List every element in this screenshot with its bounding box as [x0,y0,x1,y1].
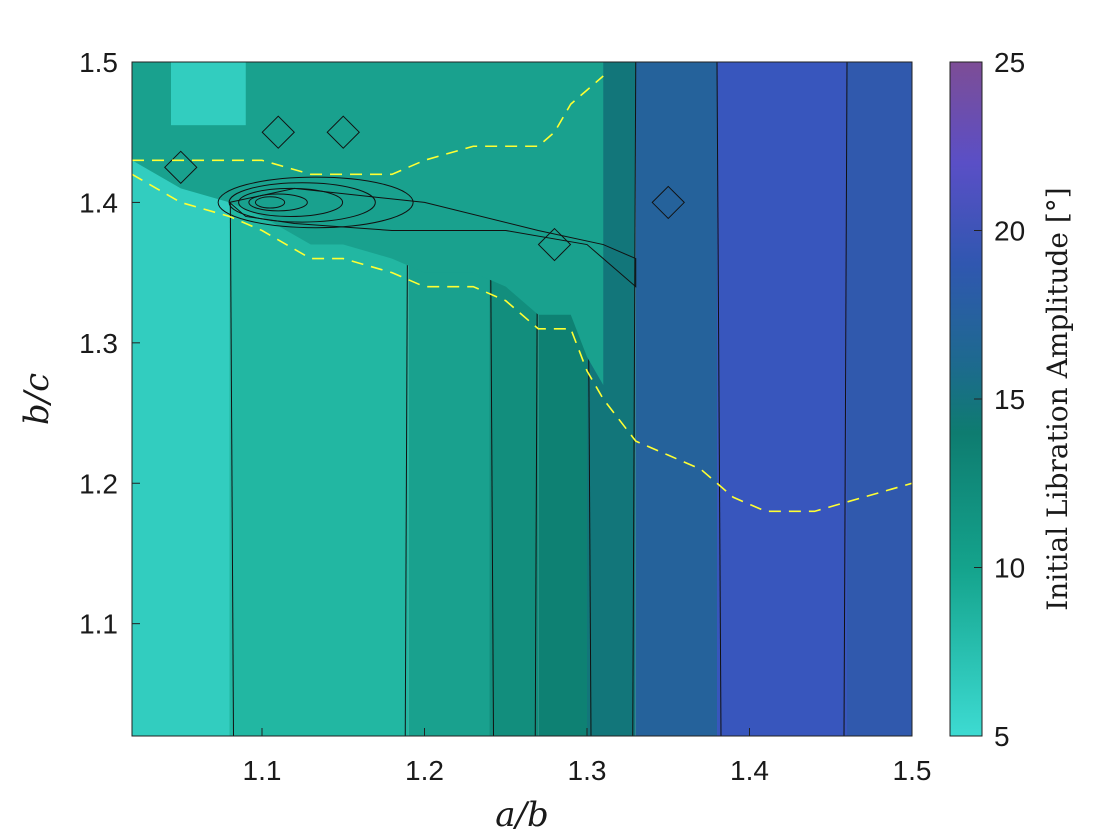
x-tick-label-2: 1.3 [568,755,607,786]
diamond-feature-0 [261,115,295,149]
plot-area [132,62,912,736]
contour-band-8 [847,62,912,736]
colorbar: 5 10 15 20 25 Initial Libration Amplitude [°… [949,47,1074,752]
colorbar-tick-labels: 5 10 15 20 25 [974,47,1025,752]
y-tick-label-0: 1.1 [79,609,118,640]
x-tick-label-4: 1.5 [893,755,932,786]
upper-light-patch [171,62,246,126]
diamond-feature-4 [537,227,572,262]
contour-features [132,62,685,385]
colorbar-tick-label-0: 5 [994,721,1010,752]
y-tick-label-3: 1.4 [79,187,118,218]
diamond-feature-1 [326,115,360,149]
colorbar-tick-label-2: 15 [994,384,1025,415]
contour-line-7 [716,62,722,736]
x-tick-label-0: 1.1 [243,755,282,786]
y-tick-label-1: 1.2 [79,468,118,499]
x-tick-label-3: 1.4 [730,755,769,786]
boundary-dashed-curve [132,173,912,513]
contour-band-6 [635,62,717,736]
y-axis-label: b/c [17,373,57,425]
colorbar-label: Initial Libration Amplitude [°] [1041,187,1074,611]
peak-contour-3 [248,193,308,212]
dashed-overlay-curves [132,75,912,513]
y-tick-labels: 1.1 1.2 1.3 1.4 1.5 [79,47,140,640]
diamond-feature-2 [164,150,198,185]
ridge-region [228,187,637,288]
contour-line-8 [843,62,848,736]
peak-contour-1 [228,182,376,223]
colorbar-tick-label-4: 25 [994,47,1025,78]
peak-contour-4 [254,196,286,209]
upper-dashed-curve [132,75,604,176]
contour-line-6 [632,62,637,736]
diamond-feature-3 [651,185,685,220]
peak-contour-0 [217,176,414,229]
colorbar-tick-label-1: 10 [994,553,1025,584]
x-tick-label-1: 1.2 [405,755,444,786]
y-tick-label-2: 1.3 [79,328,118,359]
plot-frame [131,61,913,737]
x-axis-label: a/b [495,795,549,835]
colorbar-tick-label-3: 20 [994,216,1025,247]
peak-contour-2 [238,187,344,217]
y-tick-label-4: 1.5 [79,47,118,78]
contour-band-7 [717,62,847,736]
x-tick-labels: 1.1 1.2 1.3 1.4 1.5 [243,728,932,786]
